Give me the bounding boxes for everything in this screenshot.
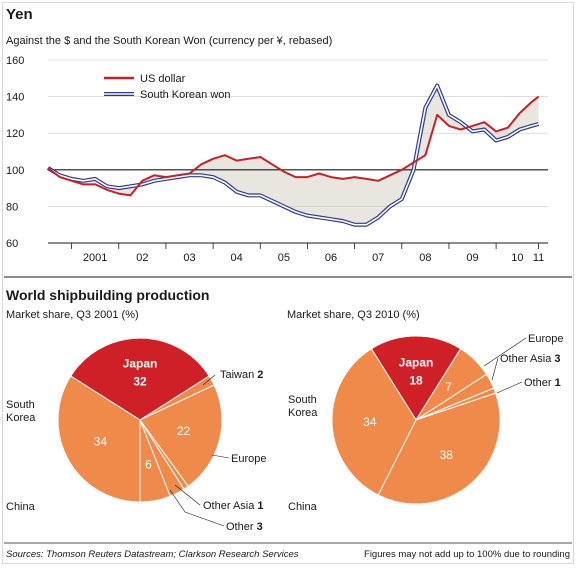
pie-outside-label: South (6, 399, 35, 411)
pie-leader-line (174, 484, 201, 506)
pie-slice-south-korea (57, 375, 141, 503)
rounding-note: Figures may not add up to 100% due to ro… (364, 549, 570, 560)
y-tick-label: 80 (6, 201, 18, 213)
x-tick-label: 10 (511, 252, 523, 264)
pie-value: 34 (94, 435, 108, 449)
x-tick-label: 03 (183, 252, 195, 264)
x-tick-label: 2001 (83, 252, 107, 264)
series-gap-band (48, 85, 539, 225)
yen-line-chart: 60 80 100 120 140 160 2001 02 03 04 05 06 07 08 09 10 11… (6, 55, 548, 264)
pie-slice-japan (70, 337, 210, 421)
pie-slice-europe (139, 384, 223, 487)
y-tick-label: 120 (6, 128, 24, 140)
pie-outside-label: Taiwan 2 (220, 369, 263, 381)
pie-title: Market share, Q3 2010 (%) (287, 309, 420, 321)
yen-chart-title: Yen (6, 6, 33, 23)
pie-outside-label: Europe (231, 453, 266, 465)
pie-slice-japan (370, 335, 462, 421)
pie-label-japan: Japan (123, 356, 158, 370)
pie-outside-value: 1 (254, 500, 263, 512)
x-tick-label: 07 (372, 252, 384, 264)
pie-chart-2001: Market share, Q3 2001 (%)Japan3222634Tai… (6, 309, 266, 533)
x-tick-label: 02 (136, 252, 148, 264)
sources-note: Sources: Thomson Reuters Datastream; Cla… (6, 549, 299, 560)
pie-outside-value: 2 (254, 369, 263, 381)
pie-chart-2010: Market share, Q3 2010 (%) Japan 18 7 38 34 Eur… (287, 309, 563, 513)
pie-leader-line (483, 337, 527, 367)
pie-outside-label: South (288, 394, 317, 406)
pie-outside-label: Korea (6, 412, 36, 424)
x-tick-label: 08 (419, 252, 431, 264)
figure-frame (2, 2, 574, 564)
x-tick-label: 04 (231, 252, 243, 264)
pie-leader-line (202, 374, 216, 386)
pie-leader-line (211, 454, 230, 459)
pie-leader-line (169, 489, 225, 527)
x-tick-label: 06 (325, 252, 337, 264)
pie-outside-label: Other Asia 3 (500, 353, 561, 365)
pie-leader-line (491, 357, 499, 381)
x-tick-label: 11 (533, 252, 544, 264)
pie-outside-label: Europe (528, 333, 563, 345)
pie-value: 7 (445, 380, 452, 394)
series-line-krw (47, 84, 539, 226)
x-tick-label: 09 (466, 252, 478, 264)
pie-outside-value: 1 (552, 377, 561, 389)
pie-outside-value: 3 (254, 521, 263, 533)
x-tick-label: 05 (278, 252, 290, 264)
y-tick-label: 160 (6, 55, 24, 67)
y-tick-label: 100 (6, 165, 24, 177)
pie-outside-label: China (6, 501, 36, 513)
pie-label-japan: Japan (399, 355, 434, 369)
pie-outside-label: Other Asia 1 (203, 500, 264, 512)
pie-value: 38 (440, 448, 454, 462)
pie-slice-china (377, 392, 501, 505)
pie-outside-label: Other 3 (226, 521, 263, 533)
pie-outside-label: Other 1 (524, 377, 561, 389)
pie-value-japan: 32 (133, 374, 147, 388)
shipbuilding-title: World shipbuilding production (6, 287, 210, 303)
legend-label-usd: US dollar (140, 73, 186, 85)
yen-chart-subtitle: Against the $ and the South Korean Won (… (6, 35, 332, 47)
pie-outside-value: 3 (551, 353, 560, 365)
y-tick-label: 140 (6, 92, 24, 104)
pie-outside-label: Korea (288, 407, 318, 419)
pie-value-japan: 18 (409, 373, 423, 387)
series-line-usd (47, 95, 540, 197)
pie-outside-label: China (288, 501, 318, 513)
pie-leader-line (496, 381, 523, 394)
pie-value: 6 (145, 457, 152, 471)
pie-slice-south-korea (331, 348, 417, 496)
pie-value: 34 (363, 415, 377, 429)
y-tick-label: 60 (6, 238, 18, 250)
legend-label-krw: South Korean won (140, 89, 231, 101)
pie-title: Market share, Q3 2001 (%) (6, 309, 139, 321)
pie-value: 22 (177, 424, 191, 438)
